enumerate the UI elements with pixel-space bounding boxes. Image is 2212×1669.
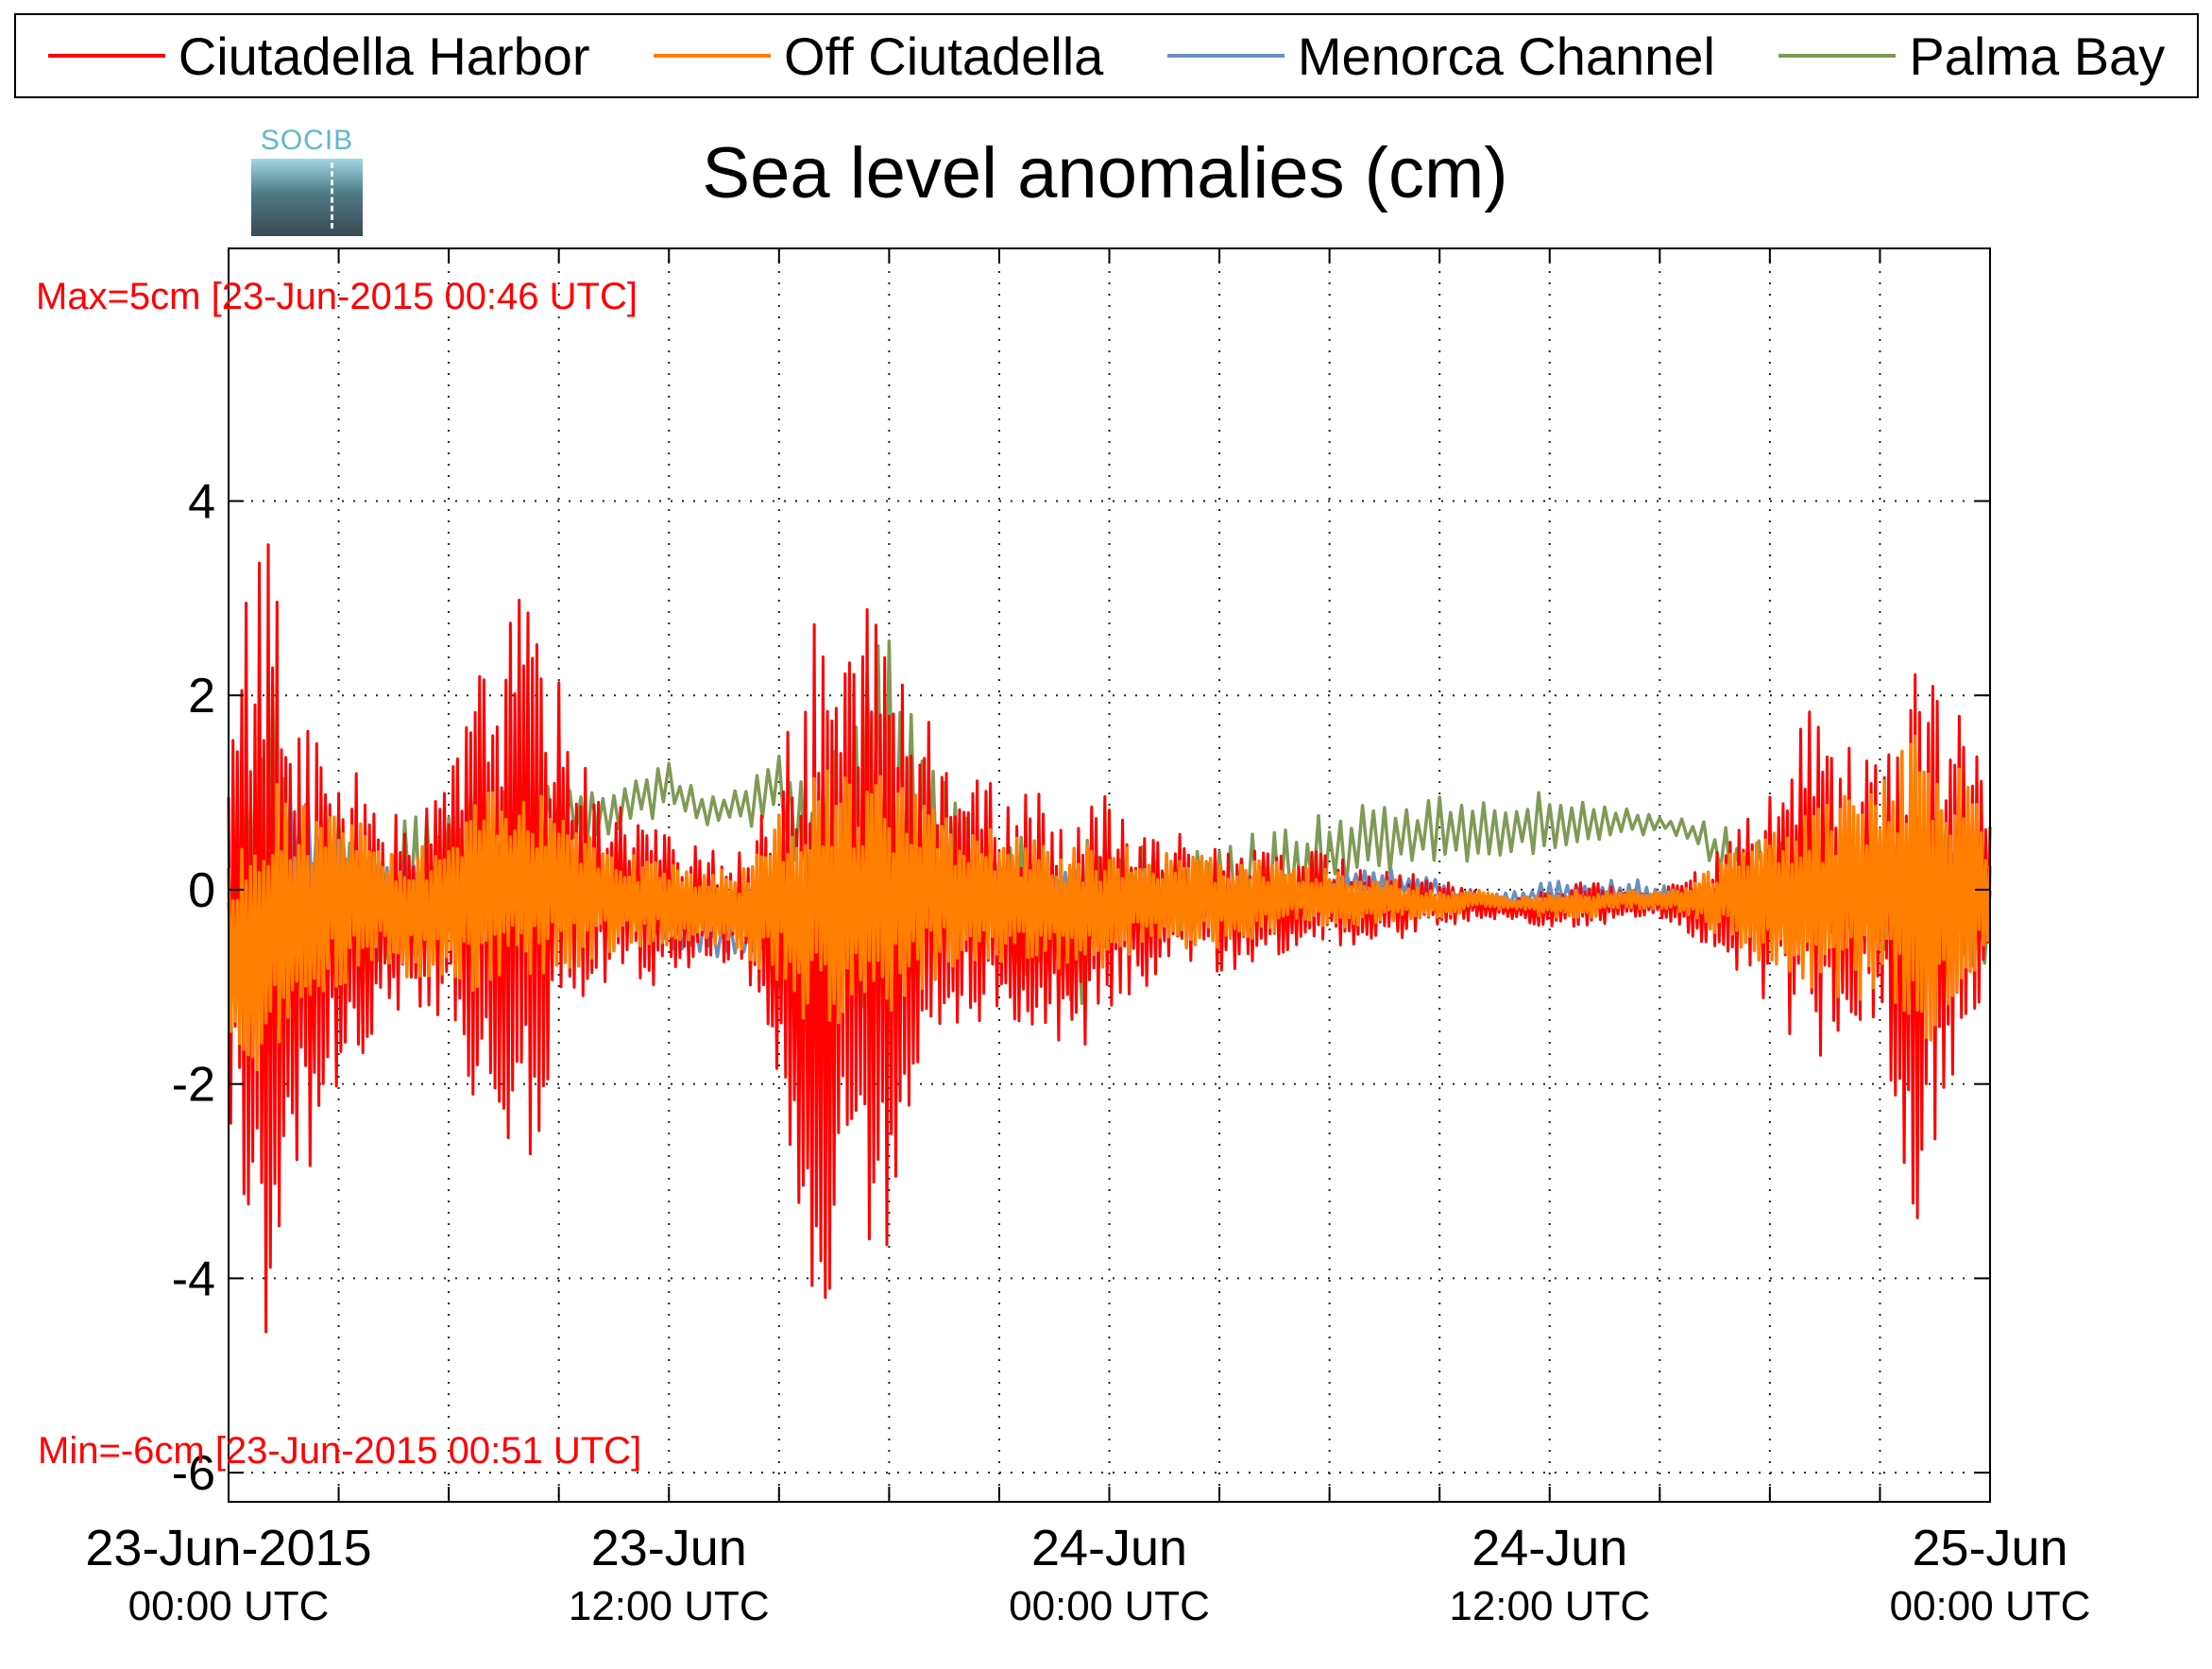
y-tick-label: 2 [188,669,215,724]
min-annotation: Min=-6cm [23-Jun-2015 00:51 UTC] [38,1430,642,1472]
x-tick-label-time: 00:00 UTC [1009,1583,1210,1629]
series-line-ciutadella-harbor [227,543,1992,1334]
legend-swatch-menorca-channel [1166,54,1285,58]
legend-label-off-ciutadella: Off Ciutadella [784,26,1104,86]
x-tick-label-date: 24-Jun [1031,1520,1187,1576]
legend-swatch-palma-bay [1778,54,1897,58]
socib-logo: SOCIB [251,125,363,236]
series-lines [227,543,1992,1334]
legend-swatch-off-ciutadella [654,54,772,58]
max-annotation: Max=5cm [23-Jun-2015 00:46 UTC] [36,276,638,317]
legend-swatch-ciutadella-harbor [47,54,165,58]
x-tick-label-date: 23-Jun [591,1520,747,1576]
legend: Ciutadella Harbor Off Ciutadella Menorca… [14,13,2199,98]
y-tick-label: -2 [172,1058,215,1113]
socib-logo-dash [331,162,333,229]
y-tick-label: -6 [172,1446,215,1501]
axis-ticks [228,248,1991,1502]
y-tick-label: 0 [188,863,215,918]
series-line-off-ciutadella [227,734,1992,1072]
legend-entry-palma-bay: Palma Bay [1778,26,2165,87]
x-tick-label-time: 12:00 UTC [1449,1583,1650,1629]
legend-entry-ciutadella-harbor: Ciutadella Harbor [47,26,590,87]
grid-lines [229,248,1990,1502]
axis-labels: 4 2 0 -2 -4 -6 23-Jun-2015 00:00 UTC 23-Jun 12:00… [85,474,2090,1629]
legend-entry-off-ciutadella: Off Ciutadella [654,26,1103,87]
y-tick-label: 4 [188,474,215,529]
socib-logo-graphic [251,159,363,236]
x-tick-label-date: 23-Jun-2015 [85,1520,371,1576]
x-tick-label-time: 00:00 UTC [1890,1583,2091,1629]
legend-label-palma-bay: Palma Bay [1909,26,2166,86]
y-tick-label: -4 [172,1252,215,1306]
x-tick-label-date: 25-Jun [1912,1520,2067,1576]
x-tick-label-time: 00:00 UTC [128,1583,330,1629]
x-tick-label-time: 12:00 UTC [569,1583,770,1629]
socib-logo-text: SOCIB [260,125,354,156]
legend-label-ciutadella-harbor: Ciutadella Harbor [178,26,590,86]
legend-label-menorca-channel: Menorca Channel [1297,26,1715,86]
chart-title: Sea level anomalies (cm) [702,133,1508,213]
x-tick-label-date: 24-Jun [1472,1520,1627,1576]
legend-entry-menorca-channel: Menorca Channel [1166,26,1715,87]
